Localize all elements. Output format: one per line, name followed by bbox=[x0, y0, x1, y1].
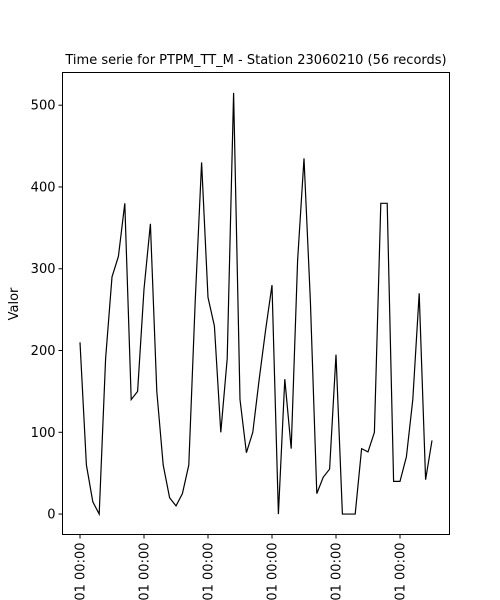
y-tick-label: 100 bbox=[31, 426, 56, 441]
y-axis-label: Valor bbox=[7, 287, 22, 320]
x-axis: 01 00:00 01 00:00 01 00:00 01 00:00 01 00:00… bbox=[74, 534, 409, 600]
y-tick-label: 300 bbox=[31, 262, 56, 277]
y-axis: 0 100 200 300 400 500 bbox=[31, 99, 63, 523]
y-tick-label: 200 bbox=[31, 344, 56, 359]
plot-area-frame bbox=[62, 72, 450, 535]
y-tick-label: 500 bbox=[31, 99, 56, 114]
chart-title: Time serie for PTPM_TT_M - Station 23060… bbox=[64, 53, 446, 68]
y-tick-label: 400 bbox=[31, 180, 56, 195]
series-group bbox=[79, 92, 433, 517]
x-tick-label: 01 00:00 bbox=[330, 543, 345, 600]
x-tick-label: 01 00:00 bbox=[202, 543, 217, 600]
x-tick-label: 01 00:00 bbox=[266, 543, 281, 600]
y-tick-label: 0 bbox=[47, 508, 55, 523]
series-line bbox=[79, 92, 433, 517]
x-tick-label: 01 00:00 bbox=[74, 543, 89, 600]
x-tick-label: 01 00:00 bbox=[394, 543, 409, 600]
x-tick-label: 01 00:00 bbox=[138, 543, 153, 600]
